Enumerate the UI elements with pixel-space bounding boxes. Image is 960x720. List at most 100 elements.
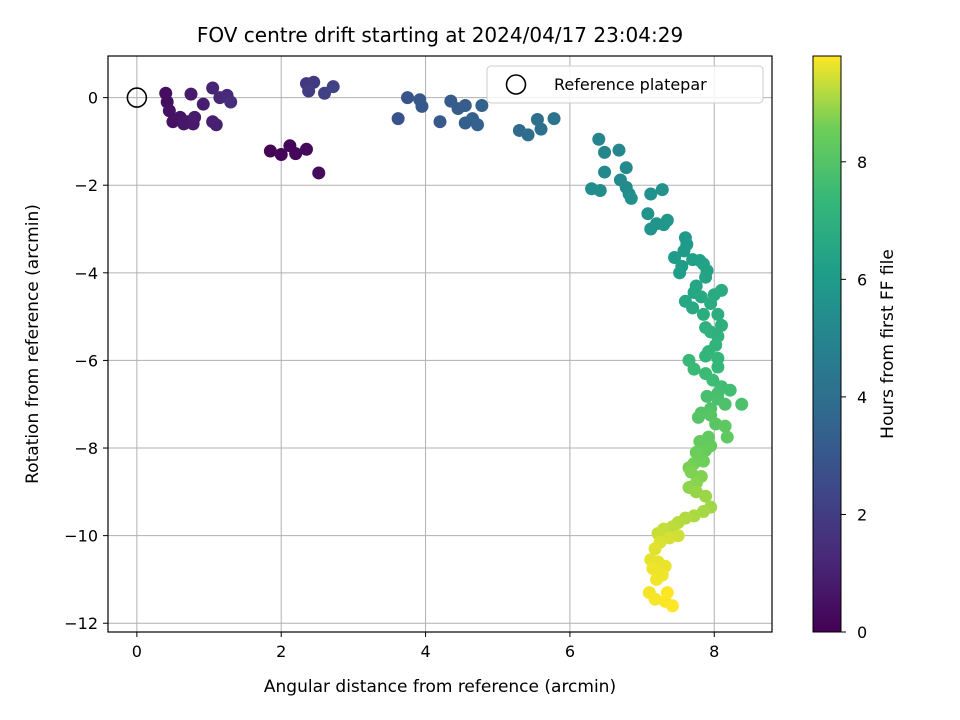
axes-frame: [107, 55, 773, 633]
data-point: [718, 419, 732, 433]
data-point: [209, 118, 223, 132]
data-point: [224, 95, 238, 109]
data-point: [162, 104, 176, 118]
data-point: [648, 542, 662, 556]
data-point: [711, 307, 725, 321]
data-point: [592, 132, 606, 146]
data-point: [326, 80, 340, 94]
data-point: [184, 87, 198, 101]
data-point: [648, 592, 662, 606]
data-point: [598, 165, 612, 179]
data-point: [711, 360, 725, 374]
data-point: [735, 397, 749, 411]
legend: Reference platepar: [486, 65, 764, 104]
data-point: [723, 383, 737, 397]
data-point: [415, 99, 429, 113]
data-point: [196, 97, 210, 111]
data-point: [644, 187, 658, 201]
data-point: [644, 222, 658, 236]
chart-title: FOV centre drift starting at 2024/04/17 …: [197, 23, 683, 47]
data-point: [598, 145, 612, 159]
data-point: [593, 183, 607, 197]
data-point: [699, 349, 713, 363]
data-point: [471, 118, 485, 132]
colorbar-tick-label: 2: [857, 505, 867, 524]
y-tick-label: −2: [74, 176, 98, 195]
data-point: [299, 142, 313, 156]
colorbar-tick-label: 0: [857, 623, 867, 642]
data-point: [188, 110, 202, 124]
x-ticks: 0 2 4 6 8: [132, 632, 719, 661]
reference-marker: [126, 87, 148, 108]
x-tick-label: 6: [565, 642, 575, 661]
data-point: [694, 290, 708, 304]
data-point: [612, 143, 626, 157]
data-point: [263, 144, 277, 158]
data-point: [687, 362, 701, 376]
data-point: [684, 465, 698, 479]
data-point: [655, 183, 669, 197]
colorbar: [813, 56, 841, 632]
y-tick-label: −8: [74, 439, 98, 458]
data-point: [696, 307, 710, 321]
legend-entry: Reference platepar: [554, 75, 707, 94]
data-point: [646, 561, 660, 575]
colorbar-ticks: 0 2 4 6 8: [841, 153, 867, 642]
data-point: [534, 122, 548, 136]
data-point: [302, 84, 316, 98]
data-point: [714, 283, 728, 297]
data-point: [206, 81, 220, 95]
data-point: [668, 250, 682, 264]
data-point: [677, 244, 691, 258]
data-point: [699, 270, 713, 284]
data-point: [704, 296, 718, 310]
x-axis-label: Angular distance from reference (arcmin): [264, 677, 616, 697]
data-point: [714, 318, 728, 332]
data-point: [673, 266, 687, 280]
data-point: [401, 91, 415, 105]
data-point: [660, 213, 674, 227]
colorbar-tick-label: 4: [857, 388, 867, 407]
data-point: [521, 128, 535, 142]
x-tick-label: 8: [709, 642, 719, 661]
y-tick-label: 0: [88, 89, 98, 108]
data-point: [274, 148, 288, 162]
colorbar-label: Hours from first FF file: [878, 249, 898, 439]
legend-marker: [505, 74, 527, 95]
data-point: [665, 599, 679, 613]
x-tick-label: 2: [276, 642, 286, 661]
data-point: [289, 147, 303, 161]
data-point: [660, 586, 674, 600]
data-point: [458, 98, 472, 112]
legend-box: [486, 65, 764, 104]
colorbar-tick-label: 8: [857, 153, 867, 172]
colorbar-tick-label: 6: [857, 270, 867, 289]
x-tick-label: 4: [420, 642, 430, 661]
data-point: [641, 207, 655, 221]
data-point: [720, 430, 734, 444]
plot-area: [108, 56, 772, 632]
data-point: [650, 572, 664, 586]
data-point: [624, 191, 638, 205]
data-point: [619, 161, 633, 175]
data-point: [391, 112, 405, 126]
data-point: [312, 166, 326, 180]
scatter-points: [159, 75, 749, 613]
data-point: [433, 115, 447, 129]
data-point: [718, 397, 732, 411]
data-point: [689, 445, 703, 459]
data-point: [699, 489, 713, 503]
y-axis-label: Rotation from reference (arcmin): [23, 204, 43, 484]
x-tick-label: 0: [132, 642, 142, 661]
data-point: [700, 389, 714, 403]
y-ticks: 0 −2 −4 −6 −8 −10 −12: [64, 89, 108, 633]
data-point: [686, 301, 700, 315]
data-point: [691, 410, 705, 424]
data-point: [547, 112, 561, 126]
data-point: [475, 98, 489, 112]
colorbar-frame: [812, 55, 842, 633]
y-tick-label: −4: [74, 264, 98, 283]
y-tick-label: −10: [64, 527, 98, 546]
y-tick-label: −12: [64, 614, 98, 633]
